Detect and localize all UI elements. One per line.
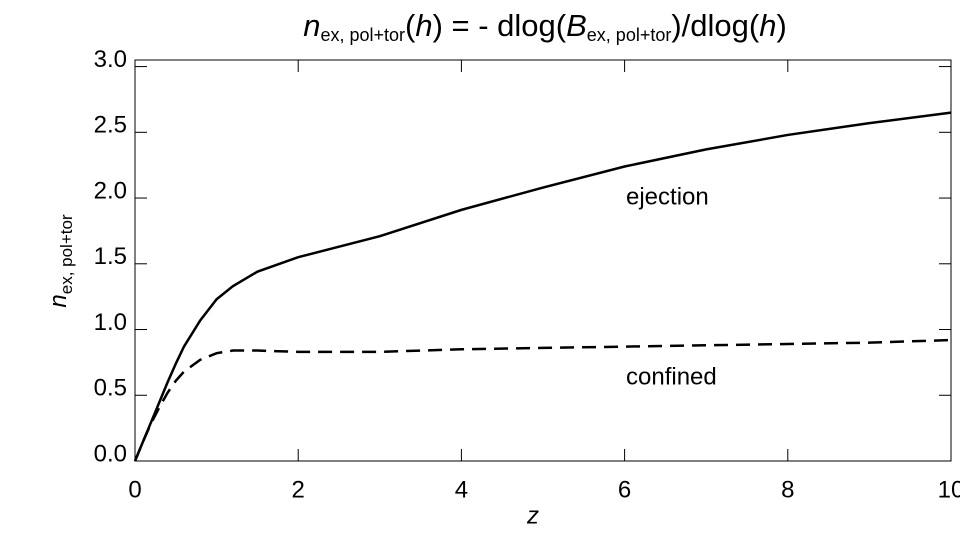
x-tick-label: 10 (938, 476, 960, 503)
title-part: B (566, 8, 587, 43)
x-tick-label: 0 (128, 476, 141, 503)
series-label: confined (626, 363, 717, 390)
chart-title: nex, pol+tor(h) = - dlog(Bex, pol+tor)/d… (303, 8, 787, 45)
y-tick-label: 1.0 (94, 309, 127, 336)
y-axis-label: nex, pol+tor (45, 214, 76, 308)
y-tick-label: 0.0 (94, 440, 127, 467)
series-label: ejection (626, 183, 709, 210)
title-part: n (303, 8, 320, 43)
y-tick-label: 3.0 (94, 46, 127, 73)
title-part: ex, pol+tor (320, 25, 405, 45)
title-part: ) = - dlog( (433, 8, 567, 43)
x-tick-label: 6 (618, 476, 631, 503)
y-tick-label: 2.5 (94, 112, 127, 139)
title-part: ( (405, 8, 416, 43)
y-tick-label: 0.5 (94, 375, 127, 402)
y-label-part: n (45, 294, 72, 307)
y-label-part: ex, pol+tor (57, 214, 76, 294)
x-tick-label: 2 (292, 476, 305, 503)
y-tick-label: 2.0 (94, 177, 127, 204)
y-tick-label: 1.5 (94, 243, 127, 270)
title-part: ex, pol+tor (587, 25, 672, 45)
title-part: ) (776, 8, 786, 43)
x-tick-label: 4 (455, 476, 468, 503)
title-part: h (759, 8, 776, 43)
plot-frame (134, 59, 952, 462)
x-tick-label: 8 (781, 476, 794, 503)
title-part: )/dlog( (671, 8, 760, 43)
title-part: h (415, 8, 432, 43)
x-axis-label: z (526, 502, 539, 529)
series-line (133, 111, 952, 462)
series-line (133, 338, 952, 462)
